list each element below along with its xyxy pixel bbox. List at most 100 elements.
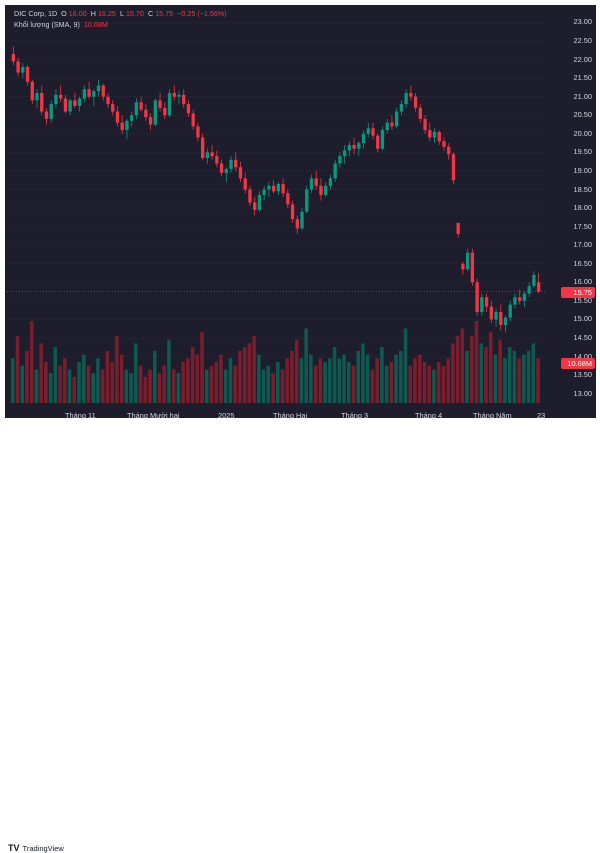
time-tick-label: Tháng 11 (65, 411, 96, 420)
volume-bar (223, 369, 228, 403)
volume-bar (427, 365, 431, 403)
candle-body (30, 81, 34, 101)
candle-body (390, 122, 394, 127)
candle-body (451, 154, 456, 181)
volume-bar (152, 350, 157, 403)
volume-bar (389, 362, 394, 403)
time-tick-label: 2025 (218, 411, 235, 420)
volume-bar (318, 358, 323, 403)
volume-bar (20, 365, 24, 403)
candle-body (139, 102, 143, 110)
candle-body (480, 297, 484, 313)
price-tick-label: 20.50 (573, 110, 593, 120)
footer: TV TradingView (0, 420, 600, 853)
price-tick-label: 14.00 (573, 351, 593, 361)
candle-body (106, 96, 110, 105)
volume-bar (451, 343, 455, 403)
price-tick-label: 19.00 (573, 165, 593, 175)
close-label: C (147, 9, 154, 18)
volume-bar (484, 347, 488, 403)
candle-body (87, 89, 91, 97)
candle-body (63, 98, 68, 112)
volume-bar (351, 365, 356, 403)
candle-body (281, 183, 285, 194)
candle-body (49, 104, 53, 119)
volume-bar (167, 339, 171, 403)
tradingview-logo[interactable]: TV TradingView (8, 843, 64, 853)
volume-indicator-label[interactable]: Khối lượng (SMA, 9) (14, 20, 80, 29)
candle-body (366, 128, 370, 134)
volume-bar (304, 328, 308, 403)
candle-body (456, 222, 460, 235)
volume-bar (337, 358, 342, 403)
volume-bar (290, 350, 294, 403)
volume-bar (403, 328, 408, 403)
volume-bar (247, 343, 252, 403)
volume-bar (48, 373, 53, 403)
candle-body (210, 152, 214, 157)
price-tick-label: 15.00 (573, 314, 593, 324)
volume-bar (110, 362, 114, 403)
volume-bar (77, 362, 81, 403)
candle-body (25, 66, 30, 82)
volume-bar (455, 335, 460, 403)
candle-body (243, 178, 247, 190)
symbol-label[interactable]: DIC Corp, 1D (14, 9, 58, 18)
price-tick-label: 19.50 (573, 147, 593, 157)
candle-body (248, 189, 252, 203)
volume-badge: 10.68M (561, 358, 595, 370)
volume-bar (219, 354, 223, 403)
candle-body (395, 111, 399, 127)
price-chart[interactable] (5, 5, 596, 418)
volume-bar (200, 332, 204, 403)
candle-body (177, 94, 181, 97)
candle-body (21, 66, 25, 73)
candle-body (328, 178, 333, 186)
volume-bar (493, 354, 498, 403)
candle-body (385, 122, 389, 131)
candle-body (148, 117, 153, 125)
candle-body (73, 100, 77, 106)
volume-bar (252, 335, 256, 403)
candle-body (361, 133, 366, 144)
price-tick-label: 13.00 (573, 388, 593, 398)
candle-body (125, 120, 129, 131)
volume-bar (384, 365, 389, 403)
volume-bar (488, 332, 493, 403)
volume-bar (271, 373, 275, 403)
volume-bar (100, 369, 105, 403)
volume-bar (138, 365, 143, 403)
volume-bar (365, 354, 370, 403)
price-tick-label: 18.50 (573, 184, 593, 194)
candle-body (16, 61, 20, 73)
candle-body (196, 126, 200, 138)
candle-body (238, 167, 243, 179)
open-label: O (61, 9, 67, 18)
volume-bar (53, 347, 58, 403)
volume-indicator-value: 10.68M (83, 20, 108, 29)
time-tick-label: Tháng 4 (415, 411, 443, 420)
volume-bar (503, 358, 507, 403)
chart-panel[interactable]: DIC Corp, 1D O 16.00 H 16.25 L 15.70 C 15.75… (5, 5, 596, 420)
volume-bar (124, 369, 129, 403)
candle-body (295, 219, 299, 229)
candle-body (413, 96, 418, 108)
candle-body (447, 146, 451, 155)
volume-bar (63, 358, 67, 403)
candle-body (527, 286, 531, 294)
tradingview-brand-label: TradingView (22, 843, 64, 853)
candle-body (286, 193, 290, 205)
volume-bar (408, 365, 413, 403)
volume-bar (162, 365, 166, 403)
volume-bar (91, 373, 95, 403)
candle-body (40, 92, 44, 112)
volume-bar (148, 369, 152, 403)
volume-bar (176, 373, 181, 403)
volume-bar (228, 358, 233, 403)
high-label: H (90, 9, 96, 18)
volume-bar (332, 347, 337, 403)
volume-bar (313, 365, 318, 403)
volume-bar (356, 350, 360, 403)
volume-bar (181, 362, 185, 403)
price-tick-label: 23.00 (573, 17, 593, 27)
